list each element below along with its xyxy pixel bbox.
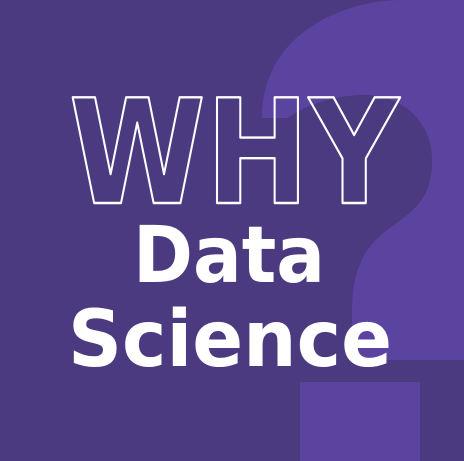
headline-science: Science — [68, 295, 392, 385]
headline-why: WHY — [69, 69, 401, 238]
headline-data: Data — [133, 211, 325, 301]
